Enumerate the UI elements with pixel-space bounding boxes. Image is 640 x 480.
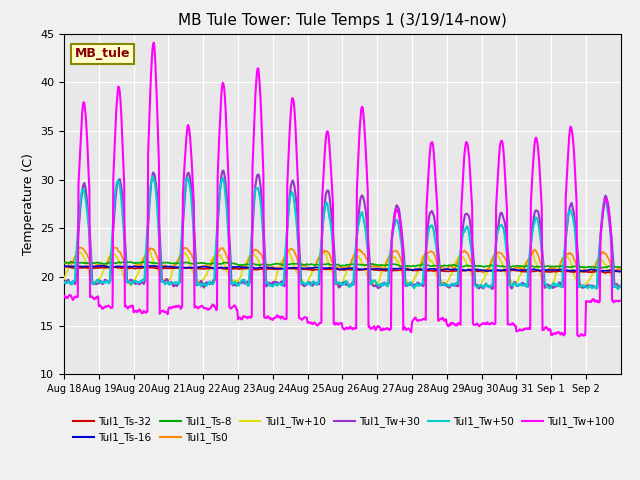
Title: MB Tule Tower: Tule Temps 1 (3/19/14-now): MB Tule Tower: Tule Temps 1 (3/19/14-now… [178,13,507,28]
Text: MB_tule: MB_tule [75,48,131,60]
Y-axis label: Temperature (C): Temperature (C) [22,153,35,255]
Legend: Tul1_Ts-32, Tul1_Ts-16, Tul1_Ts-8, Tul1_Ts0, Tul1_Tw+10, Tul1_Tw+30, Tul1_Tw+50,: Tul1_Ts-32, Tul1_Ts-16, Tul1_Ts-8, Tul1_… [69,412,619,447]
